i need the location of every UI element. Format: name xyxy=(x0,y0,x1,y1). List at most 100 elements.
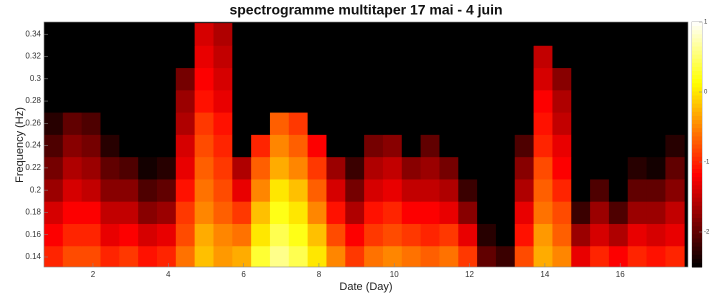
heatmap-cell xyxy=(251,68,270,91)
heatmap-cell xyxy=(176,246,195,269)
heatmap-cell xyxy=(157,246,176,269)
heatmap-cell xyxy=(477,157,496,180)
heatmap-cell xyxy=(458,112,477,135)
colorbar-segment xyxy=(692,222,702,227)
heatmap-cell xyxy=(421,224,440,247)
heatmap-cell xyxy=(665,23,684,46)
heatmap-cell xyxy=(364,224,383,247)
heatmap-cell xyxy=(232,246,251,269)
heatmap-cell xyxy=(119,23,138,46)
heatmap-cell xyxy=(82,134,101,157)
colorbar-segment xyxy=(692,202,702,207)
x-tick-label: 16 xyxy=(616,270,625,279)
heatmap-cell xyxy=(383,134,402,157)
heatmap-cell xyxy=(439,90,458,113)
heatmap-cell xyxy=(251,45,270,68)
heatmap-cell xyxy=(213,134,232,157)
colorbar-segment xyxy=(692,259,702,264)
heatmap-cell xyxy=(439,134,458,157)
heatmap-cell xyxy=(232,23,251,46)
heatmap-cell xyxy=(63,23,82,46)
heatmap-cell xyxy=(458,157,477,180)
colorbar-segment xyxy=(692,124,702,129)
heatmap-cell xyxy=(402,134,421,157)
heatmap-cell xyxy=(195,45,214,68)
heatmap-cell xyxy=(458,68,477,91)
colorbar-segment xyxy=(692,96,702,101)
heatmap-cell xyxy=(82,179,101,202)
colorbar-segment xyxy=(692,108,702,113)
heatmap-cell xyxy=(270,201,289,224)
heatmap-cell xyxy=(157,134,176,157)
heatmap-cell xyxy=(496,134,515,157)
heatmap-cell xyxy=(665,45,684,68)
colorbar-segment xyxy=(692,165,702,170)
colorbar-tick-label: 0 xyxy=(704,90,708,96)
heatmap-cell xyxy=(496,224,515,247)
heatmap-cell xyxy=(119,157,138,180)
heatmap-cell xyxy=(439,68,458,91)
heatmap-cell xyxy=(628,112,647,135)
heatmap-cell xyxy=(609,90,628,113)
heatmap-cell xyxy=(477,134,496,157)
heatmap-cell xyxy=(364,112,383,135)
heatmap-cell xyxy=(571,224,590,247)
heatmap-cell xyxy=(421,201,440,224)
heatmap-cell xyxy=(590,23,609,46)
heatmap-cell xyxy=(647,134,666,157)
heatmap-cell xyxy=(82,157,101,180)
heatmap-cell xyxy=(326,246,345,269)
heatmap-cell xyxy=(251,90,270,113)
heatmap-cell xyxy=(421,112,440,135)
heatmap-cell xyxy=(364,201,383,224)
heatmap-cell xyxy=(157,90,176,113)
heatmap-cell xyxy=(251,179,270,202)
colorbar-segment xyxy=(692,140,702,145)
heatmap-cell xyxy=(82,45,101,68)
heatmap-cell xyxy=(477,23,496,46)
colorbar-segment xyxy=(692,128,702,133)
heatmap-cell xyxy=(270,23,289,46)
colorbar-segment xyxy=(692,185,702,190)
y-tick-label: 0.32 xyxy=(25,52,41,61)
heatmap-cell xyxy=(402,68,421,91)
heatmap-cell xyxy=(289,224,308,247)
heatmap-cell xyxy=(534,90,553,113)
heatmap-cell xyxy=(195,90,214,113)
y-tick-label: 0.34 xyxy=(25,29,41,38)
heatmap-cell xyxy=(383,201,402,224)
heatmap-cell xyxy=(628,157,647,180)
heatmap-cell xyxy=(628,201,647,224)
heatmap-cell xyxy=(477,246,496,269)
heatmap-cell xyxy=(552,45,571,68)
heatmap-cell xyxy=(345,90,364,113)
heatmap-cell xyxy=(458,224,477,247)
heatmap-cell xyxy=(195,23,214,46)
heatmap-cell xyxy=(590,201,609,224)
heatmap-cell xyxy=(157,201,176,224)
colorbar-segment xyxy=(692,34,702,39)
heatmap-cell xyxy=(571,23,590,46)
heatmap-cell xyxy=(590,246,609,269)
heatmap-cell xyxy=(82,23,101,46)
heatmap-cell xyxy=(138,112,157,135)
heatmap-cell xyxy=(138,23,157,46)
heatmap-cell xyxy=(289,112,308,135)
heatmap-cell xyxy=(647,23,666,46)
colorbar-segment xyxy=(692,198,702,203)
heatmap-cell xyxy=(345,23,364,46)
heatmap-cell xyxy=(100,112,119,135)
heatmap-cell xyxy=(63,246,82,269)
heatmap-cell xyxy=(515,179,534,202)
heatmap-cell xyxy=(119,45,138,68)
heatmap-cell xyxy=(119,68,138,91)
heatmap-cell xyxy=(270,68,289,91)
heatmap-cell xyxy=(213,68,232,91)
heatmap-cell xyxy=(176,157,195,180)
heatmap-cell xyxy=(628,134,647,157)
colorbar-segment xyxy=(692,30,702,35)
heatmap-cell xyxy=(458,134,477,157)
heatmap-cell xyxy=(421,45,440,68)
heatmap-cell xyxy=(157,68,176,91)
y-tick-label: 0.16 xyxy=(25,230,41,239)
